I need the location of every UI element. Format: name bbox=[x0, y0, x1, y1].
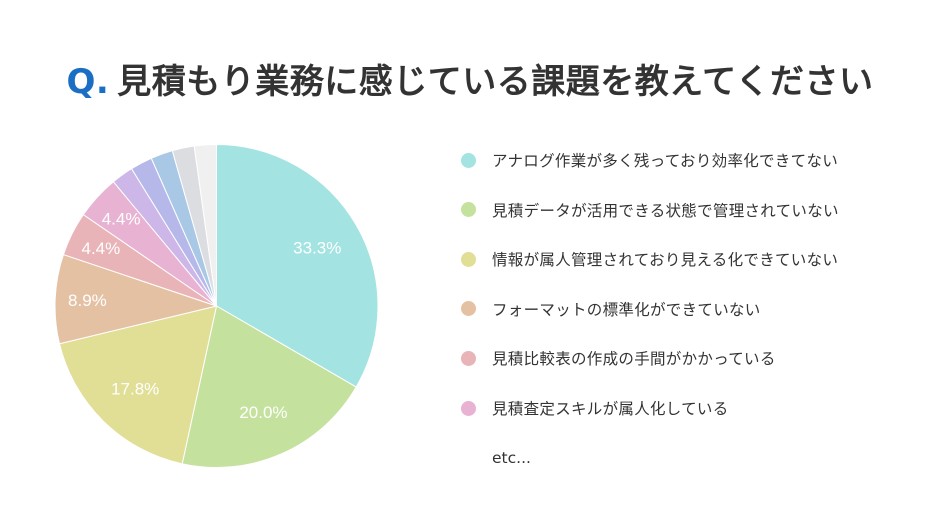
pie-slice bbox=[181, 305, 357, 468]
legend-dot-icon bbox=[461, 251, 476, 267]
legend-etc: etc... bbox=[492, 449, 531, 467]
legend-dot-icon bbox=[461, 350, 476, 366]
legend-dot-icon bbox=[461, 301, 476, 317]
pie-slice bbox=[216, 143, 379, 388]
legend-item: 見積比較表の作成の手間がかかっている bbox=[460, 343, 920, 373]
legend-item: フォーマットの標準化ができていない bbox=[460, 294, 920, 324]
slice-percent-label: 17.8% bbox=[111, 380, 159, 399]
title-text: 見積もり業務に感じている課題を教えてください bbox=[117, 62, 874, 102]
title-prefix: Q. bbox=[66, 62, 110, 102]
slice-percent-label: 33.3% bbox=[293, 238, 341, 257]
pie-slice bbox=[54, 253, 219, 345]
legend-item: 見積データが活用できる状態で管理されていない bbox=[460, 195, 920, 225]
legend-label: 見積比較表の作成の手間がかかっている bbox=[492, 350, 776, 369]
legend-label: 見積データが活用できる状態で管理されていない bbox=[492, 201, 839, 220]
legend-label: 情報が属人管理されており見える化できていない bbox=[492, 251, 839, 270]
slice-percent-label: 4.4% bbox=[102, 209, 141, 228]
slice-percent-label: 8.9% bbox=[68, 291, 107, 310]
slice-percent-label: 4.4% bbox=[82, 239, 121, 258]
legend-item: アナログ作業が多く残っており効率化できてない bbox=[460, 145, 920, 175]
slice-percent-label: 20.0% bbox=[239, 403, 287, 422]
pie-slice bbox=[58, 305, 218, 465]
pie-slice bbox=[193, 143, 217, 307]
legend-item: 情報が属人管理されており見える化できていない bbox=[460, 244, 920, 274]
page-title: Q. 見積もり業務に感じている課題を教えてください bbox=[0, 60, 940, 104]
legend-dot-icon bbox=[461, 400, 476, 416]
legend-dot-icon bbox=[461, 202, 476, 218]
legend-label: 見積査定スキルが属人化している bbox=[492, 400, 729, 418]
legend-dot-icon bbox=[461, 152, 476, 168]
legend-label: フォーマットの標準化ができていない bbox=[492, 300, 761, 319]
legend-item: 見積査定スキルが属人化している bbox=[460, 393, 920, 423]
legend-label: アナログ作業が多く残っており効率化できてない bbox=[492, 152, 839, 170]
